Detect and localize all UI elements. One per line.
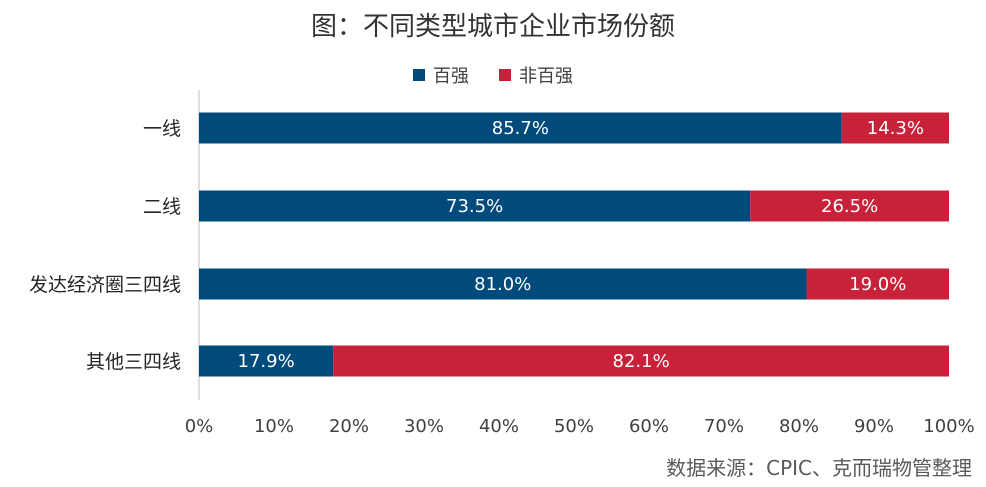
data-label-non-top100: 14.3% [867, 118, 924, 139]
source-note: 数据来源：CPIC、克而瑞物管整理 [666, 456, 972, 480]
chart-title: 图：不同类型城市企业市场份额 [310, 12, 675, 42]
data-label-top100: 85.7% [492, 118, 549, 139]
x-tick-label: 30% [404, 416, 444, 437]
x-tick-label: 100% [923, 416, 974, 437]
category-label: 其他三四线 [86, 351, 181, 373]
bar-top100 [199, 190, 751, 222]
x-tick-label: 20% [329, 416, 369, 437]
x-tick-label: 70% [704, 416, 744, 437]
x-tick-label: 60% [629, 416, 669, 437]
bar-top100 [199, 345, 334, 377]
category-label: 二线 [143, 196, 181, 218]
category-label: 发达经济圈三四线 [29, 274, 181, 296]
legend-label-non-top100: 非百强 [519, 66, 573, 87]
legend-item-non-top100: 非百强 [499, 62, 573, 88]
bar-non-top100 [333, 345, 949, 377]
category-label: 一线 [143, 118, 181, 140]
legend-label-top100: 百强 [433, 66, 469, 87]
bar-top100 [199, 112, 842, 144]
bar-top100 [199, 268, 807, 300]
data-label-non-top100: 19.0% [849, 274, 906, 295]
data-label-top100: 73.5% [446, 196, 503, 217]
x-tick-label: 0% [185, 416, 214, 437]
legend-item-top100: 百强 [413, 62, 469, 88]
legend-swatch-non-top100 [499, 69, 511, 81]
data-label-non-top100: 26.5% [821, 196, 878, 217]
bar-non-top100 [841, 112, 949, 144]
legend: 百强 非百强 [0, 62, 986, 88]
x-tick-label: 90% [854, 416, 894, 437]
data-label-non-top100: 82.1% [613, 351, 670, 372]
x-tick-label: 10% [254, 416, 294, 437]
legend-swatch-top100 [413, 69, 425, 81]
x-tick-label: 40% [479, 416, 519, 437]
data-label-top100: 17.9% [238, 351, 295, 372]
data-label-top100: 81.0% [474, 274, 531, 295]
bar-non-top100 [750, 190, 949, 222]
x-tick-label: 80% [779, 416, 819, 437]
bar-non-top100 [806, 268, 949, 300]
x-tick-label: 50% [554, 416, 594, 437]
